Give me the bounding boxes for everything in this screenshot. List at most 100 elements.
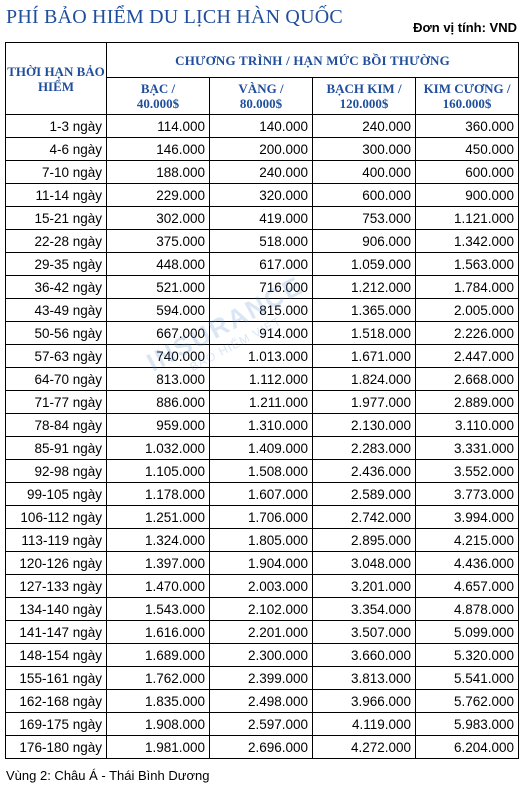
- premium-cell: 753.000: [312, 206, 416, 230]
- program-column-header: CHƯƠNG TRÌNH / HẠN MỨC BỒI THƯỜNG: [105, 42, 520, 78]
- period-cell: 148-154 ngày: [5, 643, 107, 667]
- premium-cell: 1.310.000: [209, 413, 313, 437]
- premium-cell: 5.541.000: [414, 666, 520, 690]
- table-row: 120-126 ngày 1.397.000 1.904.000 3.048.000 4…: [5, 551, 520, 575]
- currency-unit-note: Đơn vị tính: VND: [413, 20, 517, 35]
- table-row: 22-28 ngày 375.000 518.000 906.000 1.342.000: [5, 229, 520, 253]
- premium-cell: 1.805.000: [209, 528, 313, 552]
- premium-cell: 1.616.000: [106, 620, 210, 644]
- premium-cell: 2.399.000: [209, 666, 313, 690]
- premium-cell: 4.119.000: [312, 712, 416, 736]
- premium-cell: 2.283.000: [312, 436, 416, 460]
- premium-cell: 302.000: [106, 206, 210, 230]
- period-cell: 15-21 ngày: [5, 206, 107, 230]
- page-title: PHÍ BẢO HIỂM DU LỊCH HÀN QUỐC: [6, 6, 343, 28]
- period-cell: 162-168 ngày: [5, 689, 107, 713]
- table-row: 50-56 ngày 667.000 914.000 1.518.000 2.226.0…: [5, 321, 520, 345]
- premium-cell: 1.824.000: [312, 367, 416, 391]
- premium-cell: 140.000: [209, 114, 313, 138]
- premium-cell: 3.966.000: [312, 689, 416, 713]
- premium-cell: 360.000: [414, 114, 520, 138]
- period-cell: 29-35 ngày: [5, 252, 107, 276]
- premium-cell: 4.657.000: [414, 574, 520, 598]
- period-cell: 85-91 ngày: [5, 436, 107, 460]
- period-cell: 11-14 ngày: [5, 183, 107, 207]
- premium-cell: 1.409.000: [209, 436, 313, 460]
- period-cell: 155-161 ngày: [5, 666, 107, 690]
- premium-cell: 1.508.000: [209, 459, 313, 483]
- premium-cell: 2.005.000: [414, 298, 520, 322]
- premium-cell: 229.000: [106, 183, 210, 207]
- premium-cell: 1.835.000: [106, 689, 210, 713]
- premium-cell: 900.000: [414, 183, 520, 207]
- premium-cell: 2.668.000: [414, 367, 520, 391]
- table-row: 85-91 ngày 1.032.000 1.409.000 2.283.000 3.3…: [5, 436, 520, 460]
- tier-name: KIM CƯƠNG /: [423, 81, 511, 96]
- tier-header: VÀNG /80.000$: [209, 77, 313, 115]
- premium-cell: 3.048.000: [312, 551, 416, 575]
- premium-cell: 815.000: [209, 298, 313, 322]
- premium-cell: 2.696.000: [209, 735, 313, 759]
- premium-cell: 959.000: [106, 413, 210, 437]
- premium-cell: 2.889.000: [414, 390, 520, 414]
- table-row: 11-14 ngày 229.000 320.000 600.000 900.000: [5, 183, 520, 207]
- period-cell: 4-6 ngày: [5, 137, 107, 161]
- period-cell: 169-175 ngày: [5, 712, 107, 736]
- table-row: 15-21 ngày 302.000 419.000 753.000 1.121.000: [5, 206, 520, 230]
- premium-cell: 320.000: [209, 183, 313, 207]
- premium-cell: 600.000: [414, 160, 520, 184]
- premium-cell: 2.003.000: [209, 574, 313, 598]
- premium-cell: 3.552.000: [414, 459, 520, 483]
- tier-limit: 80.000$: [239, 96, 283, 111]
- tier-limit: 120.000$: [339, 96, 389, 111]
- table-row: 176-180 ngày 1.981.000 2.696.000 4.272.000 6…: [5, 735, 520, 759]
- premium-cell: 667.000: [106, 321, 210, 345]
- premium-cell: 1.397.000: [106, 551, 210, 575]
- premium-cell: 594.000: [106, 298, 210, 322]
- premium-cell: 3.773.000: [414, 482, 520, 506]
- premium-cell: 146.000: [106, 137, 210, 161]
- premium-cell: 1.059.000: [312, 252, 416, 276]
- premium-cell: 1.518.000: [312, 321, 416, 345]
- period-cell: 50-56 ngày: [5, 321, 107, 345]
- premium-cell: 240.000: [312, 114, 416, 138]
- premium-cell: 813.000: [106, 367, 210, 391]
- tier-header: BẠCH KIM /120.000$: [312, 77, 416, 115]
- premium-cell: 518.000: [209, 229, 313, 253]
- premium-cell: 2.201.000: [209, 620, 313, 644]
- premium-cell: 5.762.000: [414, 689, 520, 713]
- table-row: 7-10 ngày 188.000 240.000 400.000 600.000: [5, 160, 520, 184]
- premium-cell: 5.099.000: [414, 620, 520, 644]
- period-cell: 99-105 ngày: [5, 482, 107, 506]
- table-row: 71-77 ngày 886.000 1.211.000 1.977.000 2.889…: [5, 390, 520, 414]
- premium-cell: 375.000: [106, 229, 210, 253]
- table-row: 162-168 ngày 1.835.000 2.498.000 3.966.000 5…: [5, 689, 520, 713]
- premium-cell: 1.762.000: [106, 666, 210, 690]
- premium-cell: 3.354.000: [312, 597, 416, 621]
- premium-cell: 2.436.000: [312, 459, 416, 483]
- table-row: 134-140 ngày 1.543.000 2.102.000 3.354.000 4…: [5, 597, 520, 621]
- premium-cell: 1.211.000: [209, 390, 313, 414]
- period-cell: 22-28 ngày: [5, 229, 107, 253]
- premium-cell: 600.000: [312, 183, 416, 207]
- premium-cell: 2.742.000: [312, 505, 416, 529]
- premium-cell: 2.589.000: [312, 482, 416, 506]
- premium-cell: 2.895.000: [312, 528, 416, 552]
- premium-cell: 2.300.000: [209, 643, 313, 667]
- premium-cell: 450.000: [414, 137, 520, 161]
- premium-cell: 4.436.000: [414, 551, 520, 575]
- premium-cell: 419.000: [209, 206, 313, 230]
- premium-cell: 914.000: [209, 321, 313, 345]
- period-cell: 120-126 ngày: [5, 551, 107, 575]
- premium-cell: 3.660.000: [312, 643, 416, 667]
- period-cell: 134-140 ngày: [5, 597, 107, 621]
- premium-cell: 716.000: [209, 275, 313, 299]
- period-cell: 7-10 ngày: [5, 160, 107, 184]
- premium-cell: 448.000: [106, 252, 210, 276]
- period-cell: 36-42 ngày: [5, 275, 107, 299]
- table-row: 169-175 ngày 1.908.000 2.597.000 4.119.000 5…: [5, 712, 520, 736]
- premium-cell: 1.543.000: [106, 597, 210, 621]
- premium-cell: 521.000: [106, 275, 210, 299]
- premium-cell: 2.130.000: [312, 413, 416, 437]
- table-row: 141-147 ngày 1.616.000 2.201.000 3.507.000 5…: [5, 620, 520, 644]
